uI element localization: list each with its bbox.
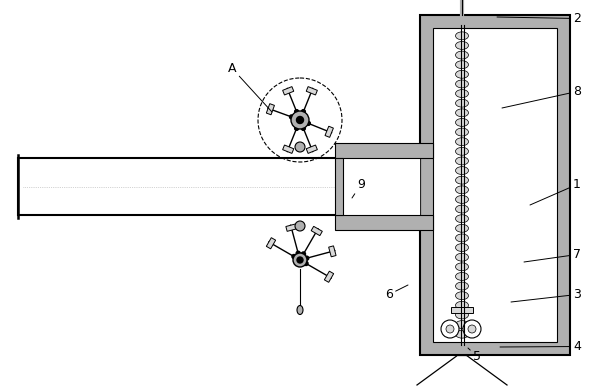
Polygon shape [283, 145, 294, 153]
Ellipse shape [455, 301, 469, 309]
Polygon shape [283, 87, 294, 95]
Ellipse shape [455, 176, 469, 184]
Ellipse shape [455, 244, 469, 251]
Ellipse shape [455, 292, 469, 300]
Ellipse shape [455, 263, 469, 271]
Circle shape [307, 121, 310, 125]
Polygon shape [266, 104, 274, 115]
Text: 4: 4 [500, 340, 581, 353]
Ellipse shape [455, 224, 469, 232]
Ellipse shape [455, 99, 469, 107]
Ellipse shape [455, 157, 469, 165]
Text: 9: 9 [352, 178, 365, 198]
Ellipse shape [455, 234, 469, 242]
Text: 6: 6 [385, 285, 408, 301]
Circle shape [304, 262, 308, 265]
Bar [335, 215, 433, 230]
Ellipse shape [455, 128, 469, 136]
Circle shape [291, 111, 309, 129]
Circle shape [463, 320, 481, 338]
Ellipse shape [455, 186, 469, 194]
Ellipse shape [455, 109, 469, 117]
Ellipse shape [455, 253, 469, 261]
Polygon shape [306, 145, 317, 153]
Circle shape [468, 325, 476, 333]
Ellipse shape [455, 42, 469, 49]
Ellipse shape [455, 205, 469, 213]
Bar [433, 28, 557, 342]
Bar [451, 307, 473, 313]
Circle shape [295, 126, 299, 130]
Circle shape [295, 110, 299, 114]
Polygon shape [325, 126, 334, 137]
Circle shape [293, 253, 307, 267]
Polygon shape [306, 87, 317, 95]
Circle shape [295, 221, 305, 231]
Polygon shape [329, 246, 336, 257]
Ellipse shape [455, 330, 469, 338]
Bar [335, 158, 343, 215]
Polygon shape [325, 271, 334, 282]
Ellipse shape [455, 61, 469, 69]
Polygon shape [311, 226, 322, 236]
Text: 3: 3 [511, 288, 581, 302]
Ellipse shape [455, 80, 469, 88]
Ellipse shape [455, 32, 469, 40]
Circle shape [301, 110, 305, 114]
Ellipse shape [455, 196, 469, 203]
Ellipse shape [455, 320, 469, 329]
Ellipse shape [455, 215, 469, 223]
Circle shape [295, 142, 305, 152]
Bar [420, 15, 570, 355]
Ellipse shape [455, 118, 469, 126]
Ellipse shape [455, 147, 469, 155]
Ellipse shape [455, 272, 469, 281]
Text: 1: 1 [530, 178, 581, 205]
Circle shape [301, 126, 305, 130]
Polygon shape [266, 238, 275, 249]
Ellipse shape [455, 70, 469, 78]
Text: 7: 7 [524, 248, 581, 262]
Circle shape [292, 255, 296, 258]
Circle shape [296, 251, 300, 255]
Circle shape [302, 252, 305, 256]
Ellipse shape [455, 311, 469, 319]
Ellipse shape [455, 51, 469, 59]
Bar [343, 158, 420, 215]
Bar [335, 143, 433, 158]
Text: 8: 8 [502, 85, 581, 108]
Bar [18, 158, 420, 215]
Ellipse shape [455, 166, 469, 175]
Circle shape [297, 257, 303, 263]
Circle shape [441, 320, 459, 338]
Polygon shape [286, 224, 297, 231]
Circle shape [290, 115, 293, 119]
Circle shape [446, 325, 454, 333]
Ellipse shape [455, 90, 469, 97]
Ellipse shape [297, 305, 303, 315]
Text: 5: 5 [468, 348, 481, 363]
Ellipse shape [455, 138, 469, 146]
Text: A: A [228, 62, 272, 112]
Circle shape [296, 116, 304, 123]
Text: 2: 2 [497, 12, 581, 25]
Ellipse shape [455, 282, 469, 290]
Circle shape [305, 256, 309, 260]
